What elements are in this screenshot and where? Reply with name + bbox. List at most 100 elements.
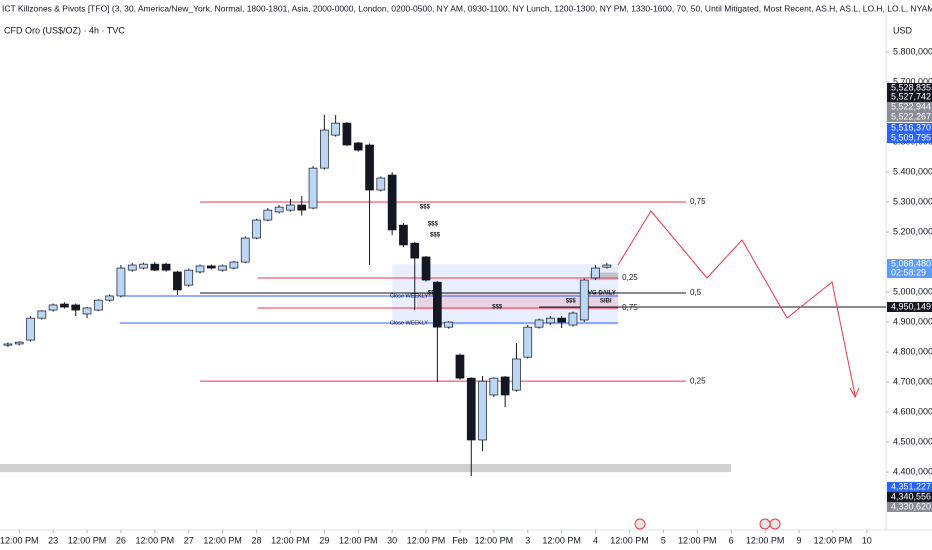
candle-body: [500, 376, 510, 396]
price-tag: [887, 83, 932, 93]
x-tick-label: 29: [319, 535, 329, 545]
countdown-tag: [887, 268, 932, 278]
candle-body: [184, 269, 194, 286]
x-tick-label: 12:00 PM: [475, 535, 514, 545]
candle-body: [150, 263, 160, 271]
candle-body: [297, 204, 307, 211]
candle-body: [376, 177, 386, 191]
x-tick-label: 30: [387, 535, 397, 545]
countdown: 02:58:29: [891, 267, 926, 277]
y-tick-label: 5.400,000: [893, 166, 932, 176]
level-label: Close WEEKLY: [390, 293, 428, 299]
candle-body: [252, 219, 261, 239]
price-tag-label: 5,528,835: [891, 82, 931, 92]
x-tick-label: 10: [862, 535, 872, 545]
x-tick-label: Feb: [452, 535, 468, 545]
y-tick-label: 4.500,000: [893, 436, 932, 446]
x-tick-label: 12:00 PM: [610, 535, 649, 545]
zone: [589, 272, 619, 281]
note: $$$: [420, 205, 431, 211]
zone: [417, 292, 619, 311]
x-tick-label: 27: [184, 535, 194, 545]
candle-body: [229, 261, 239, 269]
price-tag: [887, 92, 932, 102]
price-tag-label: 5,509,795: [891, 132, 931, 142]
price-tag-label: 4,340,556: [891, 491, 931, 501]
projection-arrow: [849, 387, 860, 399]
indicator-header: ICT Killzones & Pivots [TFO] (3, 30, Ame…: [2, 3, 932, 13]
y-tick-label: 4.700,000: [893, 376, 932, 386]
price-tag: [887, 502, 932, 512]
candle-body: [139, 263, 148, 269]
candle-body: [455, 354, 465, 379]
price-tag-label: 5,088,480: [891, 258, 931, 268]
price-tag-label: 5,516,370: [891, 122, 931, 132]
price-tag-label: 4,351,227: [891, 481, 931, 491]
candle-body: [218, 265, 227, 271]
level-label: 0,75: [690, 197, 706, 206]
candle-body: [206, 265, 216, 269]
x-tick-label: 12:00 PM: [0, 535, 38, 545]
x-tick-label: 6: [729, 535, 734, 545]
candle-body: [331, 122, 340, 136]
x-tick-label: 3: [525, 535, 530, 545]
chart-title: CFD Oro (US$/OZ) · 4h · TVC: [4, 25, 125, 35]
event-icon: [634, 518, 646, 530]
y-tick-label: 4.400,000: [893, 466, 932, 476]
x-tick-label: 12:00 PM: [136, 535, 175, 545]
event-icons: [634, 518, 781, 530]
event-icon: [759, 518, 771, 530]
candle-body: [105, 295, 114, 301]
x-tick-label: 12:00 PM: [271, 535, 310, 545]
currency: USD: [893, 25, 913, 35]
x-tick-label: 12:00 PM: [68, 535, 107, 545]
projection-path: [617, 210, 856, 396]
y-tick-label: 5.700,000: [893, 76, 932, 86]
candle-body: [579, 279, 589, 321]
y-tick-label: 4.900,000: [893, 316, 932, 326]
x-tick-label: 12:00 PM: [746, 535, 785, 545]
price-tag: [887, 102, 932, 112]
price-tag-label: 5,527,742: [891, 91, 931, 101]
candle-body: [161, 263, 171, 271]
candle-body: [308, 167, 318, 209]
candle-body: [263, 209, 273, 221]
candle-body: [127, 264, 137, 271]
price-tag: [887, 492, 932, 502]
price-tag: [887, 259, 932, 269]
candle-body: [60, 303, 69, 308]
candle-body: [523, 326, 533, 358]
level-label: 0,25: [622, 273, 638, 282]
price-tag-label: 5,522,944: [891, 101, 931, 111]
candle-body: [82, 307, 92, 315]
x-tick-label: 26: [116, 535, 126, 545]
candle-body: [534, 319, 544, 328]
x-tick-label: 12:00 PM: [542, 535, 581, 545]
candle-body: [93, 299, 103, 311]
candle-body: [274, 206, 284, 213]
candle-body: [319, 129, 329, 169]
note: $$$: [430, 233, 441, 239]
candle-body: [399, 224, 408, 246]
candle-body: [489, 377, 499, 396]
price-tag-label: 5,522,267: [891, 111, 931, 121]
candle-body: [602, 264, 612, 268]
x-tick-label: 12:00 PM: [203, 535, 242, 545]
candle-body: [466, 377, 476, 441]
candle-body: [353, 142, 363, 151]
level-label: Close WEEKLY: [390, 320, 428, 326]
candle-body: [26, 317, 35, 341]
level-label: 0,25: [690, 376, 706, 385]
candle-body: [37, 310, 47, 319]
price-tag-label: 4,950,149: [891, 301, 931, 311]
candle-body: [591, 267, 600, 279]
candle-body: [568, 312, 578, 326]
price-tag: [887, 302, 932, 312]
candle-body: [432, 281, 442, 328]
candle-body: [71, 304, 81, 311]
zone: [0, 463, 732, 473]
price-tag: [887, 112, 932, 122]
